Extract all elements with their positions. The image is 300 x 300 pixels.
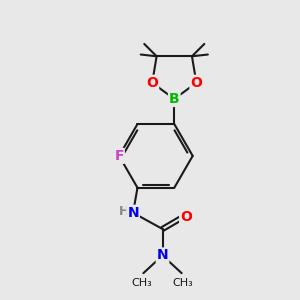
Text: CH₃: CH₃ <box>173 278 194 288</box>
Text: O: O <box>146 76 158 90</box>
Text: B: B <box>169 92 180 106</box>
Text: F: F <box>114 149 124 163</box>
Text: CH₃: CH₃ <box>131 278 152 288</box>
Text: N: N <box>127 206 139 220</box>
Text: N: N <box>157 248 168 262</box>
Text: H: H <box>118 205 129 218</box>
Text: O: O <box>190 76 202 90</box>
Text: O: O <box>180 210 192 224</box>
